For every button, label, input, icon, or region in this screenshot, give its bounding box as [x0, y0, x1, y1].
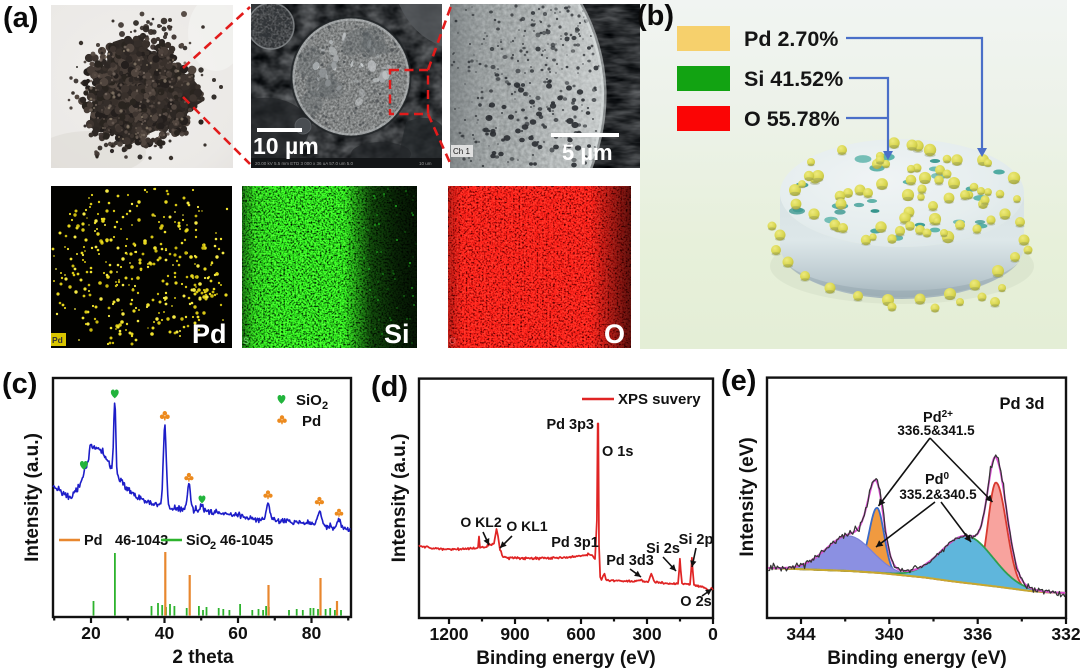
svg-text:Pd: Pd [84, 533, 103, 549]
svg-text:336.5&341.5: 336.5&341.5 [897, 423, 975, 438]
svg-text:80: 80 [302, 623, 322, 643]
svg-text:344: 344 [786, 624, 815, 644]
svg-text:10 µm: 10 µm [253, 133, 319, 159]
svg-text:Pd 3d3: Pd 3d3 [606, 553, 654, 569]
svg-text:Pd: Pd [192, 319, 227, 348]
svg-text:Si 2s: Si 2s [646, 541, 680, 557]
svg-text:S: S [243, 336, 249, 346]
svg-text:Intensity (eV): Intensity (eV) [737, 437, 758, 556]
svg-text:0: 0 [708, 624, 718, 644]
svg-text:Binding energy (eV): Binding energy (eV) [827, 648, 1006, 669]
svg-text:O KL2: O KL2 [460, 514, 501, 530]
svg-text:Pd: Pd [302, 413, 321, 430]
svg-text:Intensity (a.u.): Intensity (a.u.) [22, 433, 43, 562]
svg-text:Si 41.52%: Si 41.52% [744, 67, 843, 91]
svg-text:5 µm: 5 µm [562, 140, 613, 165]
svg-text:Pd0: Pd0 [925, 471, 950, 488]
svg-text:60: 60 [228, 623, 248, 643]
svg-text:Pd 3d: Pd 3d [1000, 395, 1045, 413]
svg-text:Ch 1: Ch 1 [453, 147, 470, 156]
svg-text:O 1s: O 1s [602, 444, 633, 460]
svg-text:2: 2 [210, 540, 216, 552]
svg-text:10 um: 10 um [419, 161, 432, 166]
svg-text:O 2s: O 2s [680, 594, 711, 610]
svg-text:XPS suvery: XPS suvery [618, 391, 701, 408]
svg-text:O: O [449, 336, 456, 346]
svg-text:336: 336 [963, 624, 992, 644]
svg-text:Pd 3p1: Pd 3p1 [551, 535, 599, 551]
svg-text:1200: 1200 [430, 624, 469, 644]
svg-text:O: O [604, 319, 625, 348]
svg-text:Pd: Pd [52, 335, 63, 345]
svg-text:20: 20 [81, 623, 101, 643]
svg-text:332: 332 [1051, 624, 1080, 644]
svg-text:900: 900 [500, 624, 529, 644]
svg-text:Pd 3p3: Pd 3p3 [546, 417, 594, 433]
svg-text:300: 300 [632, 624, 661, 644]
svg-text:Si 2p: Si 2p [679, 532, 714, 548]
svg-text:20.00 kV 5.5 mm ETD 3 000 x 36: 20.00 kV 5.5 mm ETD 3 000 x 36 uA 57.0 u… [255, 161, 354, 166]
svg-text:Intensity (a.u.): Intensity (a.u.) [389, 434, 410, 563]
svg-text:O 55.78%: O 55.78% [744, 107, 840, 131]
svg-text:SiO: SiO [296, 392, 322, 409]
svg-text:40: 40 [155, 623, 175, 643]
svg-text:SiO: SiO [186, 533, 211, 549]
svg-text:2 theta: 2 theta [172, 647, 234, 668]
svg-text:600: 600 [566, 624, 595, 644]
svg-text:46-1043: 46-1043 [115, 533, 168, 549]
svg-text:Pd 2.70%: Pd 2.70% [744, 27, 838, 51]
svg-text:Binding energy (eV): Binding energy (eV) [476, 648, 655, 669]
svg-text:340: 340 [875, 624, 904, 644]
svg-text:46-1045: 46-1045 [220, 533, 273, 549]
svg-text:2: 2 [322, 400, 328, 412]
svg-text:Si: Si [384, 319, 410, 348]
svg-text:O KL1: O KL1 [506, 518, 547, 534]
svg-text:335.2&340.5: 335.2&340.5 [899, 487, 977, 502]
